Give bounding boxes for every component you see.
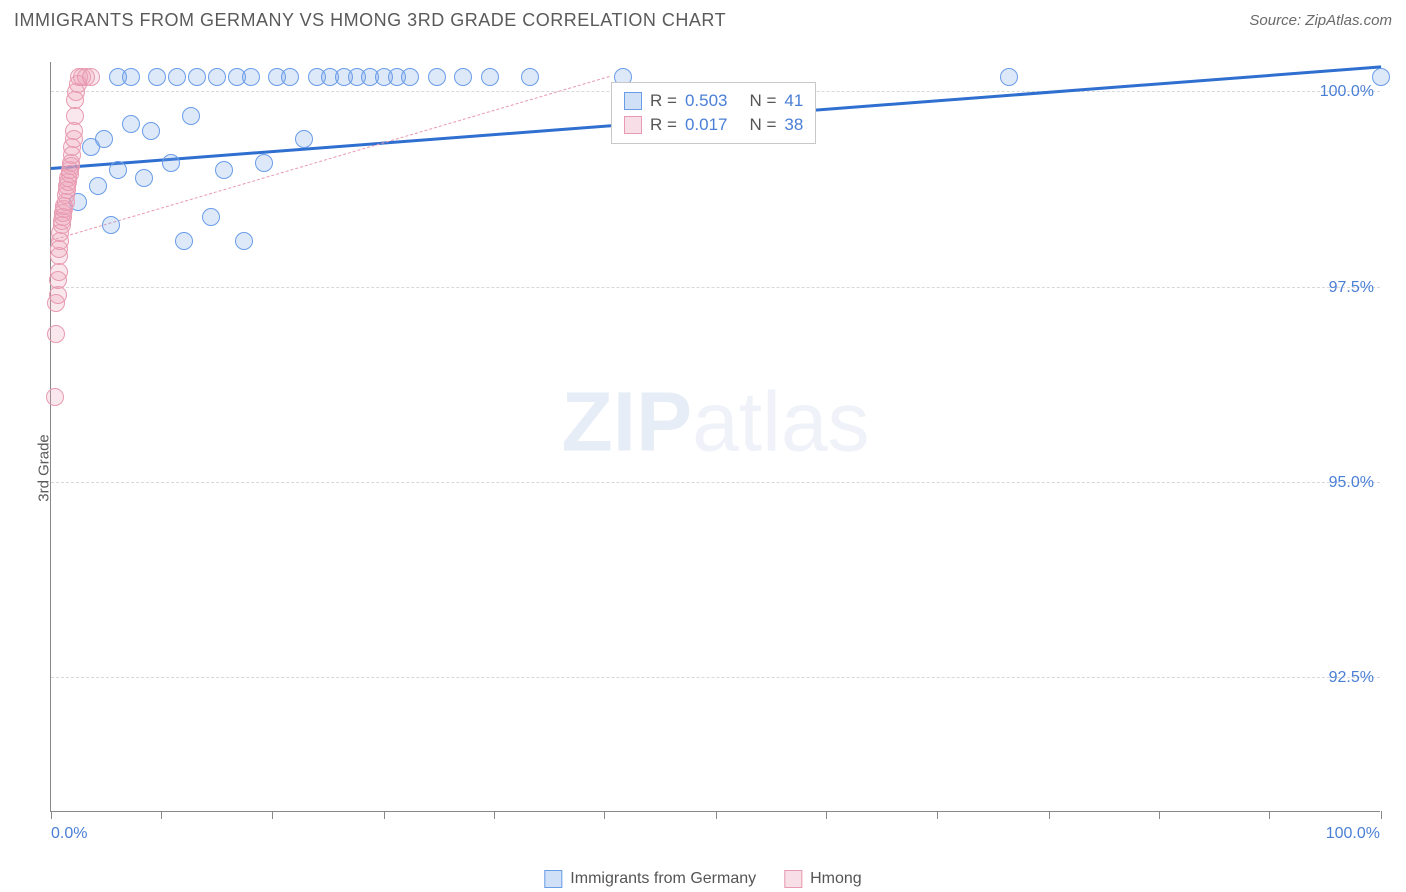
x-tick: [384, 811, 385, 819]
source-prefix: Source:: [1249, 12, 1305, 29]
data-point-hmong: [47, 325, 65, 343]
swatch-germany: [624, 92, 642, 110]
data-point-germany: [521, 68, 539, 86]
legend-label: Immigrants from Germany: [570, 870, 756, 888]
data-point-germany: [182, 107, 200, 125]
data-point-germany: [122, 68, 140, 86]
legend-label: Hmong: [810, 870, 862, 888]
trend-line-hmong: [51, 76, 610, 241]
watermark-rest: atlas: [692, 374, 869, 468]
data-point-hmong: [66, 107, 84, 125]
x-tick: [1159, 811, 1160, 819]
gridline: [51, 482, 1380, 483]
y-tick-label: 100.0%: [1320, 83, 1374, 101]
data-point-germany: [162, 154, 180, 172]
data-point-germany: [135, 169, 153, 187]
n-label: N =: [749, 91, 776, 111]
x-tick: [1381, 811, 1382, 819]
stats-row-hmong: R = 0.017 N = 38: [624, 113, 803, 137]
data-point-germany: [148, 68, 166, 86]
n-value: 38: [784, 115, 803, 135]
data-point-germany: [142, 122, 160, 140]
swatch-germany: [544, 870, 562, 888]
data-point-germany: [1000, 68, 1018, 86]
data-point-germany: [188, 68, 206, 86]
y-tick-label: 95.0%: [1329, 474, 1374, 492]
data-point-germany: [1372, 68, 1390, 86]
data-point-germany: [175, 232, 193, 250]
r-value: 0.017: [685, 115, 728, 135]
legend-bottom: Immigrants from Germany Hmong: [544, 870, 861, 888]
r-label: R =: [650, 91, 677, 111]
y-tick-label: 97.5%: [1329, 279, 1374, 297]
swatch-hmong: [784, 870, 802, 888]
data-point-germany: [281, 68, 299, 86]
data-point-germany: [295, 130, 313, 148]
watermark: ZIPatlas: [561, 373, 869, 470]
chart-header: IMMIGRANTS FROM GERMANY VS HMONG 3RD GRA…: [0, 0, 1406, 37]
data-point-hmong: [46, 388, 64, 406]
x-tick: [937, 811, 938, 819]
data-point-germany: [454, 68, 472, 86]
source-name: ZipAtlas.com: [1305, 12, 1392, 29]
stats-row-germany: R = 0.503 N = 41: [624, 89, 803, 113]
data-point-hmong: [50, 263, 68, 281]
plot-area: ZIPatlas 92.5%95.0%97.5%100.0%0.0%100.0%…: [50, 62, 1380, 812]
x-tick: [1269, 811, 1270, 819]
data-point-germany: [242, 68, 260, 86]
x-tick: [826, 811, 827, 819]
data-point-germany: [122, 115, 140, 133]
gridline: [51, 287, 1380, 288]
data-point-germany: [255, 154, 273, 172]
data-point-germany: [109, 161, 127, 179]
n-value: 41: [784, 91, 803, 111]
x-tick: [161, 811, 162, 819]
data-point-germany: [202, 208, 220, 226]
x-tick: [272, 811, 273, 819]
r-value: 0.503: [685, 91, 728, 111]
data-point-germany: [428, 68, 446, 86]
x-tick: [494, 811, 495, 819]
data-point-hmong: [82, 68, 100, 86]
data-point-germany: [89, 177, 107, 195]
swatch-hmong: [624, 116, 642, 134]
chart-container: 3rd Grade ZIPatlas 92.5%95.0%97.5%100.0%…: [0, 44, 1406, 892]
data-point-germany: [235, 232, 253, 250]
x-axis-label: 0.0%: [51, 825, 87, 843]
data-point-germany: [215, 161, 233, 179]
source-attribution: Source: ZipAtlas.com: [1249, 12, 1392, 29]
data-point-hmong: [49, 286, 67, 304]
x-tick: [716, 811, 717, 819]
x-tick: [51, 811, 52, 819]
watermark-bold: ZIP: [561, 374, 692, 468]
data-point-germany: [208, 68, 226, 86]
data-point-germany: [401, 68, 419, 86]
y-tick-label: 92.5%: [1329, 669, 1374, 687]
legend-item-germany: Immigrants from Germany: [544, 870, 756, 888]
n-label: N =: [749, 115, 776, 135]
legend-item-hmong: Hmong: [784, 870, 862, 888]
x-axis-label: 100.0%: [1326, 825, 1380, 843]
r-label: R =: [650, 115, 677, 135]
chart-title: IMMIGRANTS FROM GERMANY VS HMONG 3RD GRA…: [14, 10, 726, 31]
gridline: [51, 677, 1380, 678]
data-point-germany: [95, 130, 113, 148]
data-point-hmong: [65, 122, 83, 140]
data-point-germany: [102, 216, 120, 234]
data-point-germany: [481, 68, 499, 86]
x-tick: [604, 811, 605, 819]
x-tick: [1049, 811, 1050, 819]
stats-legend: R = 0.503 N = 41 R = 0.017 N = 38: [611, 82, 816, 144]
data-point-germany: [168, 68, 186, 86]
